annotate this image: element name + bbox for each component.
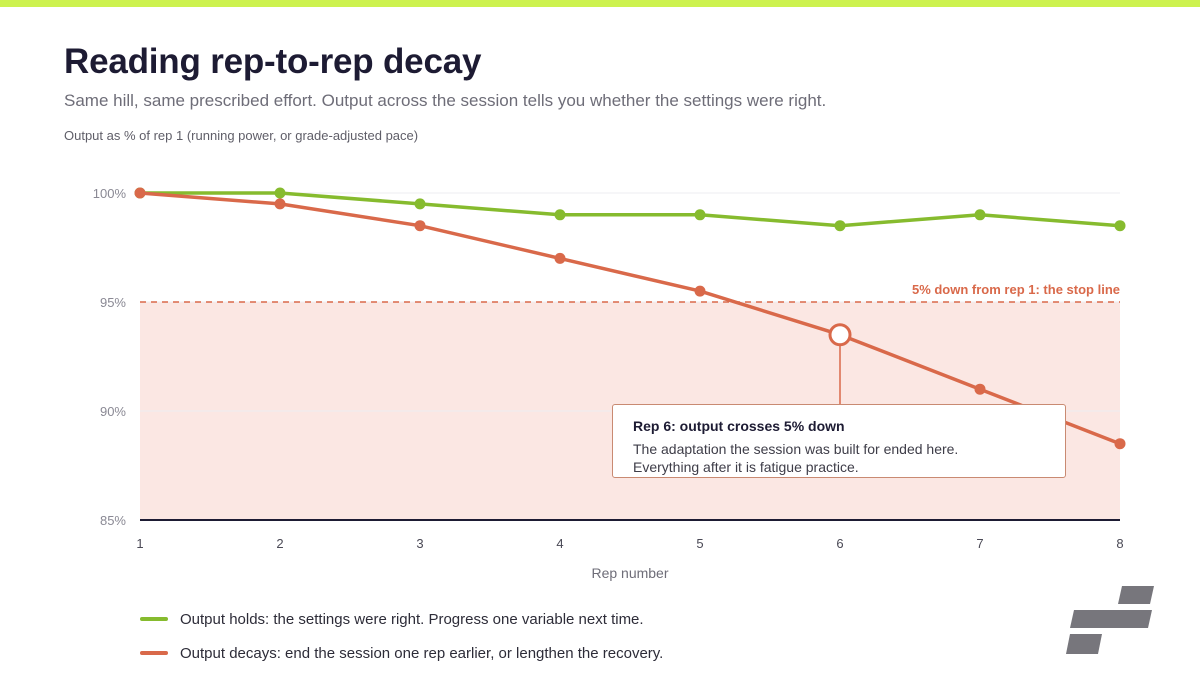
chart-legend: Output holds: the settings were right. P… — [140, 602, 663, 670]
highlight-point-rep-6 — [828, 323, 852, 347]
x-tick-label: 1 — [136, 536, 143, 551]
legend-label-decays: Output decays: end the session one rep e… — [180, 644, 664, 662]
brand-logo-icon — [1066, 586, 1154, 654]
x-tick-label: 6 — [836, 536, 843, 551]
series-line-holds — [138, 191, 1122, 228]
accent-top-bar — [0, 0, 1200, 7]
data-point-decays-rep-4 — [554, 252, 566, 264]
data-point-decays-rep-1 — [134, 187, 146, 199]
y-tick-label: 85% — [100, 513, 126, 528]
stop-line-label: 5% down from rep 1: the stop line — [912, 282, 1120, 297]
data-point-holds-rep-4 — [554, 209, 566, 221]
callout-body: The adaptation the session was built for… — [633, 440, 1045, 476]
chart-note: Output as % of rep 1 (running power, or … — [64, 128, 419, 143]
x-tick-label: 7 — [976, 536, 983, 551]
rep-6-callout: Rep 6: output crosses 5% down The adapta… — [612, 404, 1066, 478]
y-tick-label: 100% — [93, 186, 127, 201]
data-point-holds-rep-3 — [414, 198, 426, 210]
data-point-holds-rep-2 — [274, 187, 286, 199]
series-line-decays — [138, 191, 1122, 446]
data-point-decays-rep-2 — [274, 198, 286, 210]
legend-label-holds: Output holds: the settings were right. P… — [180, 610, 644, 628]
data-point-decays-rep-3 — [414, 220, 426, 232]
legend-item-holds: Output holds: the settings were right. P… — [140, 602, 663, 636]
page-title: Reading rep-to-rep decay — [64, 42, 482, 81]
data-point-holds-rep-5 — [694, 209, 706, 221]
data-point-decays-rep-8 — [1114, 438, 1126, 450]
x-tick-label: 3 — [416, 536, 423, 551]
x-tick-label: 2 — [276, 536, 283, 551]
data-point-holds-rep-8 — [1114, 220, 1126, 232]
legend-swatch-holds — [140, 617, 168, 621]
page-subtitle: Same hill, same prescribed effort. Outpu… — [64, 91, 827, 110]
y-tick-label: 90% — [100, 404, 126, 419]
legend-swatch-decays — [140, 651, 168, 655]
x-tick-label: 8 — [1116, 536, 1123, 551]
data-point-decays-rep-5 — [694, 285, 706, 297]
data-point-holds-rep-7 — [974, 209, 986, 221]
x-tick-label: 4 — [556, 536, 563, 551]
x-axis-label: Rep number — [591, 565, 668, 581]
data-point-holds-rep-6 — [834, 220, 846, 232]
callout-line-2: Everything after it is fatigue practice. — [633, 459, 859, 475]
callout-line-1: The adaptation the session was built for… — [633, 441, 959, 457]
callout-title: Rep 6: output crosses 5% down — [633, 418, 845, 434]
x-tick-label: 5 — [696, 536, 703, 551]
data-point-decays-rep-7 — [974, 383, 986, 395]
decay-line-chart: 100% 95% 90% 85% 1 2 3 4 5 6 7 8 Rep number 5% down f… — [93, 186, 1126, 581]
y-tick-label: 95% — [100, 295, 126, 310]
legend-item-decays: Output decays: end the session one rep e… — [140, 636, 663, 670]
